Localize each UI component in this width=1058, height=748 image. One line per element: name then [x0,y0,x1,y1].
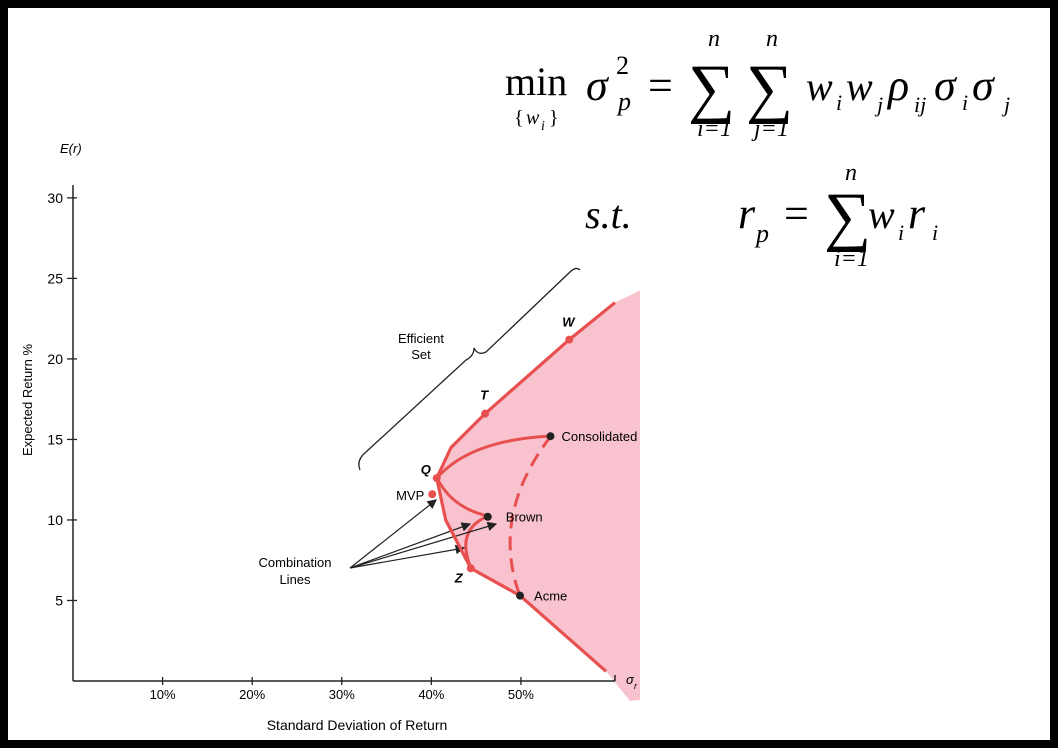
point-label: Consolidated [561,429,637,444]
x-tick-label: 50% [508,687,534,702]
point-label: W [562,315,576,330]
combination-curve [435,477,489,518]
combination-curves [435,434,553,597]
y-axis-label: Expected Return % [20,344,35,456]
formula-text: ∑ [688,52,735,125]
formula-text: σ [972,61,996,110]
x-tick-label: 10% [150,687,176,702]
formula-text: } [549,107,559,129]
chart: E(r) Expected Return % Standard Deviatio… [20,141,640,733]
formula-text: w [526,107,540,129]
combination-curve [435,434,552,479]
formula-text: i=1 [697,116,732,142]
formula-text: = [648,61,673,110]
point-label: Brown [506,510,543,525]
y-top-label: E(r) [60,141,82,156]
formula-text: i [898,220,904,245]
formula-text: j [874,92,883,117]
annotation: Combination [259,555,332,570]
y-tick-label: 30 [47,190,63,206]
formula-text: min [505,59,567,104]
formula-text: r [908,189,926,238]
point-label: MVP [396,488,424,503]
y-tick-label: 20 [47,351,63,367]
point-label: Q [421,462,431,477]
formula-text: ∑ [746,52,793,125]
formula-text: p [754,219,769,248]
objective-formula: min { w i } σ 2 p = ∑ n i=1 ∑ n j=1 w i … [505,26,1010,142]
constraint-formula: s.t. r p = ∑ n i=1 w i r i [585,160,938,272]
formula-text: i=1 [834,246,869,272]
formula-text: r [738,189,756,238]
point [483,512,492,521]
point [516,591,525,600]
formula-text: j [1001,92,1010,117]
x-axis-label: Standard Deviation of Return [267,717,448,733]
point [565,335,574,344]
formula-text: p [616,87,631,116]
formula-text: i [836,90,842,115]
formula-text: i [541,119,545,134]
formula-text: { [514,107,524,129]
feasible-region [436,290,640,701]
point-label: Acme [534,589,567,604]
x-end-label: σ [626,672,635,687]
point [428,490,437,499]
point [466,564,475,573]
y-tick-label: 5 [55,592,63,608]
formula-text: n [845,160,857,186]
y-tick-label: 15 [47,431,63,447]
x-tick-label: 40% [418,687,444,702]
formula-text: ∑ [824,180,871,253]
formula-text: n [766,26,778,52]
formula-text: w [868,192,895,237]
formula-text: 2 [616,51,629,80]
formula-text: w [806,64,833,109]
formula-text: σ [586,61,610,110]
formula-text: ij [914,92,926,117]
formula-text: ρ [886,61,909,110]
point [546,432,555,441]
formula-text: i [932,220,938,245]
annotation: Set [411,347,431,362]
formula-text: j=1 [751,116,789,142]
arrow [349,521,498,569]
formula-text: σ [934,61,958,110]
formula-text: n [708,26,720,52]
x-end-label: r [634,681,638,691]
annotation: Efficient [398,331,444,346]
formula-text: w [846,64,873,109]
bracket [358,267,581,471]
formula-text: = [784,189,809,238]
point-label: T [480,388,489,403]
annotation: Lines [279,572,311,587]
y-tick-label: 10 [47,512,63,528]
formula-text: i [962,90,968,115]
x-tick-label: 20% [239,687,265,702]
combination-curve [508,435,553,597]
formula-text: s.t. [585,192,632,237]
arrow [349,499,437,569]
y-tick-label: 25 [47,270,63,286]
arrow [349,544,466,569]
point-label: Z [454,570,464,585]
point [432,474,441,483]
point [481,409,490,418]
x-tick-label: 30% [329,687,355,702]
